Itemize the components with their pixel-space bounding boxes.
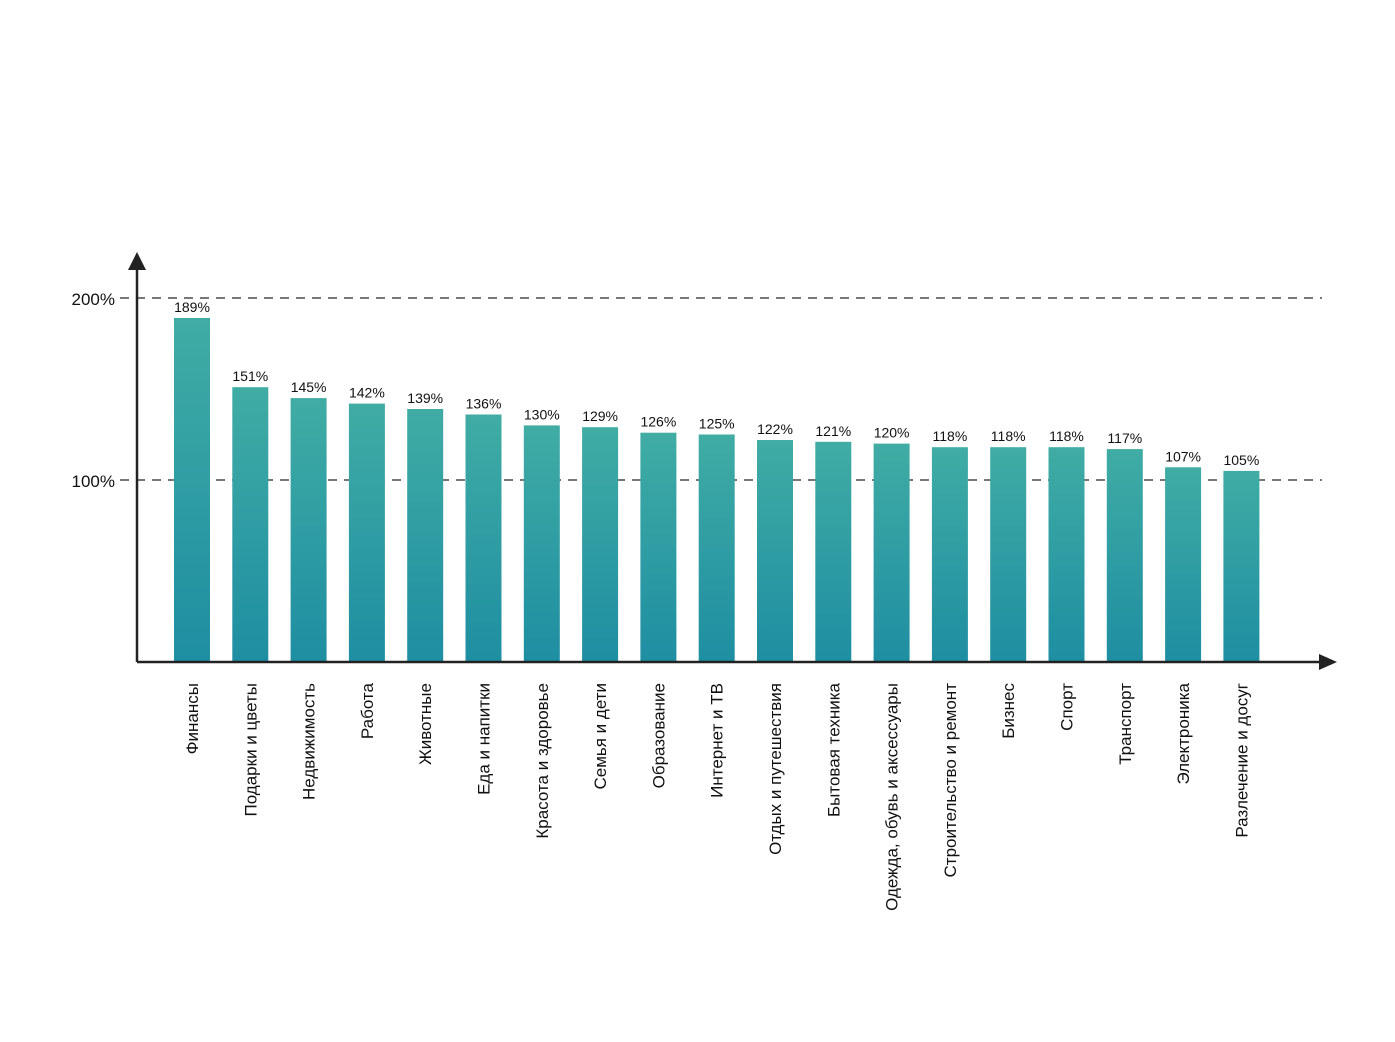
x-tick-label: Транспорт [1116, 683, 1135, 765]
x-tick-label: Электроника [1174, 682, 1193, 784]
bar [640, 432, 677, 662]
x-tick-label: Разлечение и досуг [1232, 683, 1251, 838]
x-tick-label: Животные [416, 683, 435, 765]
bar-value-label: 142% [349, 385, 385, 401]
bar-value-label: 151% [232, 368, 268, 384]
bar [174, 318, 210, 662]
bar [990, 447, 1027, 662]
bar-value-label: 139% [407, 390, 443, 406]
x-tick-label: Подарки и цветы [241, 683, 260, 816]
x-axis-arrow-icon [1319, 654, 1337, 670]
bar-value-label: 118% [933, 428, 968, 444]
bar [407, 409, 444, 662]
x-tick-label: Недвижимость [300, 683, 319, 800]
bar [1048, 447, 1085, 662]
bar-value-label: 126% [640, 414, 676, 430]
bars [174, 318, 1260, 662]
bar-value-label: 130% [524, 406, 560, 422]
labels: 100% 200% 189% Финансы 151% Подарки и цветы 14… [72, 290, 1260, 911]
bar [1223, 470, 1260, 662]
bar [873, 443, 910, 662]
bar [757, 440, 793, 662]
bar [465, 414, 502, 662]
x-tick-label: Бизнес [999, 683, 1018, 739]
x-tick-label: Бытовая техника [824, 682, 843, 817]
x-tick-label: Работа [358, 682, 377, 739]
x-tick-label: Образование [649, 683, 668, 788]
bar [931, 447, 968, 662]
x-tick-label: Красота и здоровье [533, 683, 552, 839]
y-tick-label: 100% [72, 472, 115, 491]
x-tick-label: Спорт [1058, 683, 1077, 731]
bar [290, 398, 327, 662]
bar-value-label: 121% [815, 423, 851, 439]
bar-value-label: 117% [1107, 430, 1142, 446]
bar-value-label: 125% [699, 416, 735, 432]
x-tick-label: Финансы [183, 683, 202, 754]
x-tick-label: Еда и напитки [475, 683, 494, 795]
y-tick-label: 200% [72, 290, 115, 309]
bar-value-label: 122% [757, 421, 793, 437]
bar [1165, 467, 1202, 662]
bar [815, 441, 852, 662]
bar [232, 387, 269, 662]
x-tick-label: Отдых и путешествия [766, 683, 785, 855]
x-tick-label: Интернет и ТВ [708, 683, 727, 798]
bar-value-label: 107% [1165, 448, 1201, 464]
bar-value-label: 136% [466, 396, 502, 412]
x-tick-label: Семья и дети [591, 683, 610, 790]
bar [698, 434, 735, 662]
bar [1106, 449, 1143, 662]
bar-value-label: 120% [874, 425, 910, 441]
bar-value-label: 145% [291, 379, 327, 395]
bar [582, 427, 619, 662]
bar-value-label: 129% [582, 408, 618, 424]
bar-value-label: 118% [1049, 428, 1084, 444]
bar-value-label: 189% [174, 299, 210, 315]
x-tick-label: Одежда, обувь и аксессуары [883, 683, 902, 911]
bar-value-label: 118% [991, 428, 1026, 444]
bar [523, 425, 560, 662]
bar-value-label: 105% [1223, 452, 1259, 468]
axes [128, 252, 1337, 670]
x-tick-label: Строительство и ремонт [941, 683, 960, 878]
y-axis-arrow-icon [128, 252, 146, 270]
bar [348, 403, 385, 662]
